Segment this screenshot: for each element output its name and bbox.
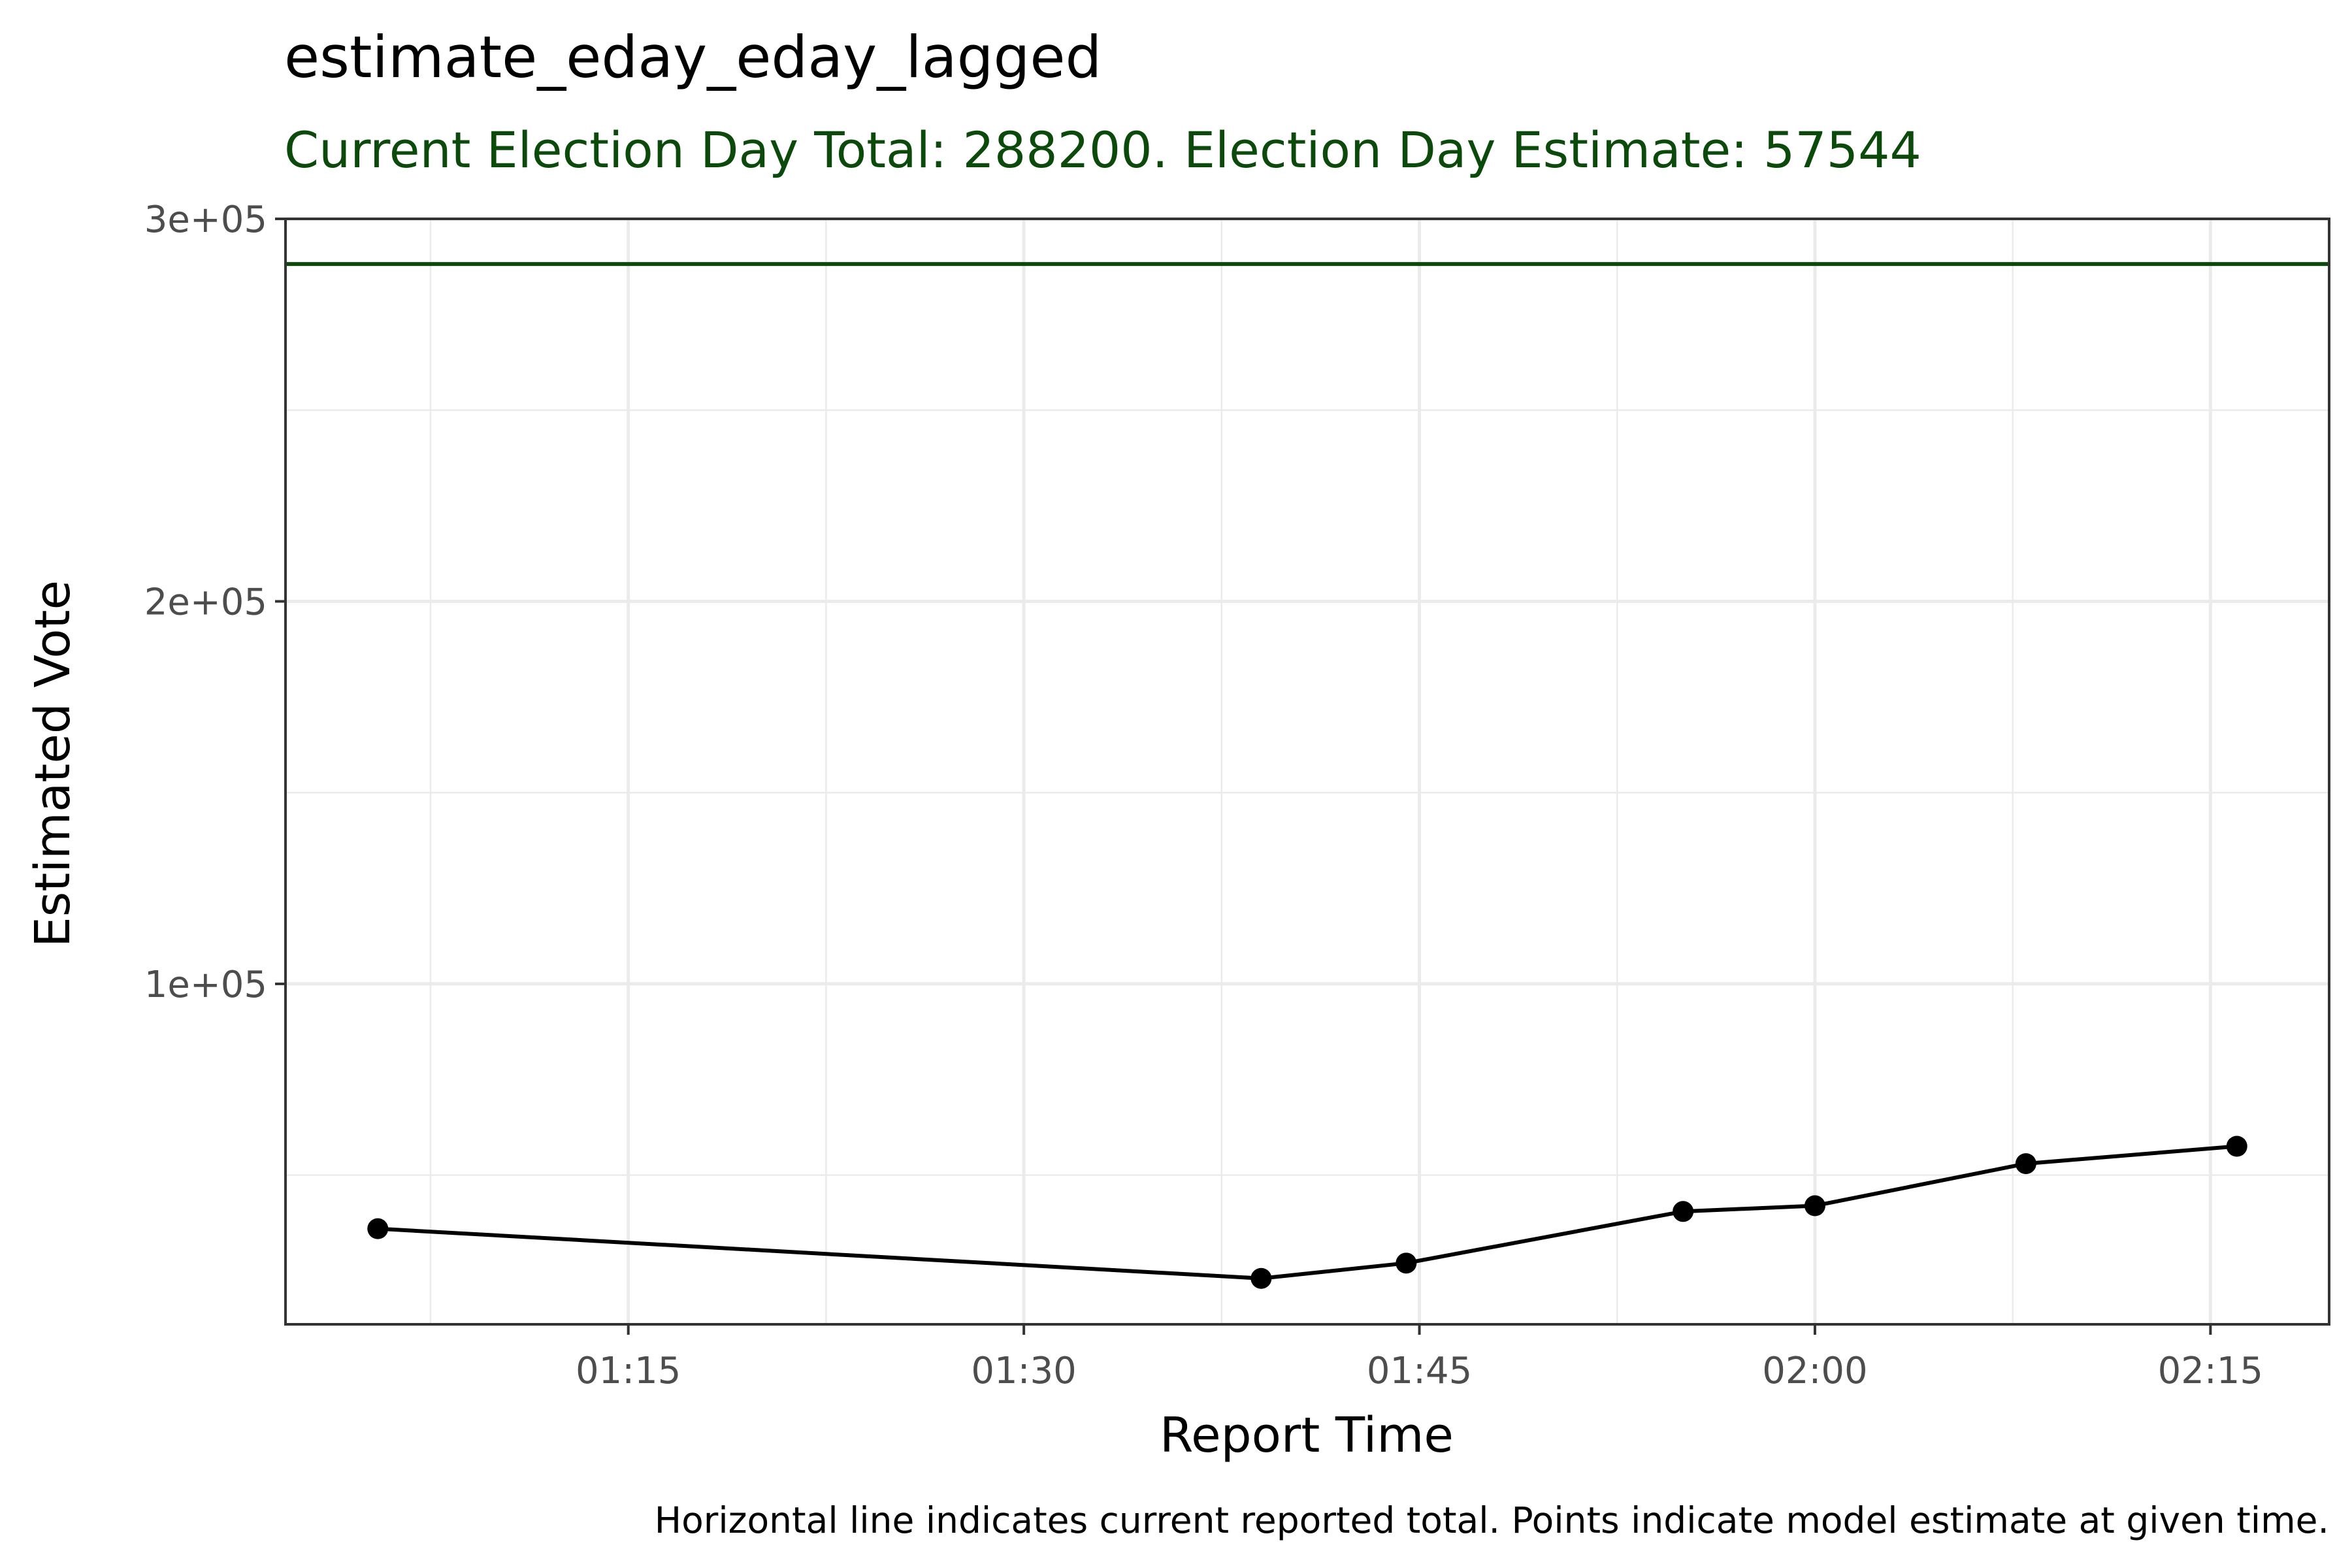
estimate-point [2226, 1135, 2247, 1157]
estimate-point [1804, 1195, 1825, 1217]
x-tick-label: 01:30 [971, 1350, 1076, 1392]
x-axis-label: Report Time [1160, 1407, 1454, 1463]
chart-subtitle: Current Election Day Total: 288200. Elec… [284, 121, 1921, 179]
estimate-point [367, 1218, 389, 1239]
x-tick-label: 01:15 [576, 1350, 681, 1392]
panel-border [284, 218, 2330, 1326]
chart-title: estimate_eday_eday_lagged [284, 24, 1102, 91]
y-tick-label: 1e+05 [144, 964, 267, 1006]
y-tick-label: 2e+05 [144, 581, 267, 623]
plot-panel: 01:15 01:30 01:45 02:00 02:15 1e+05 2e+05 3e+05 [144, 199, 2330, 1392]
y-tick-label: 3e+05 [144, 199, 267, 241]
x-tick-label: 02:15 [2158, 1350, 2263, 1392]
estimate-point [1673, 1201, 1694, 1222]
x-tick-label: 01:45 [1367, 1350, 1472, 1392]
y-axis-label: Estimated Vote [25, 580, 81, 947]
estimate-point [1250, 1267, 1272, 1289]
estimate-series-line [378, 1144, 2237, 1281]
x-tick-label: 02:00 [1762, 1350, 1867, 1392]
estimate-point [2015, 1153, 2036, 1175]
estimate-point [1396, 1252, 1417, 1274]
chart-caption: Horizontal line indicates current report… [655, 1499, 2329, 1541]
